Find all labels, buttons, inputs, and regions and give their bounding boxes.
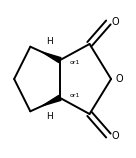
Text: or1: or1	[69, 93, 80, 98]
Polygon shape	[42, 95, 61, 106]
Text: O: O	[111, 18, 119, 27]
Polygon shape	[42, 52, 61, 63]
Text: or1: or1	[69, 60, 80, 65]
Text: H: H	[46, 37, 52, 46]
Text: H: H	[46, 112, 52, 121]
Text: O: O	[111, 131, 119, 140]
Text: O: O	[115, 74, 123, 84]
